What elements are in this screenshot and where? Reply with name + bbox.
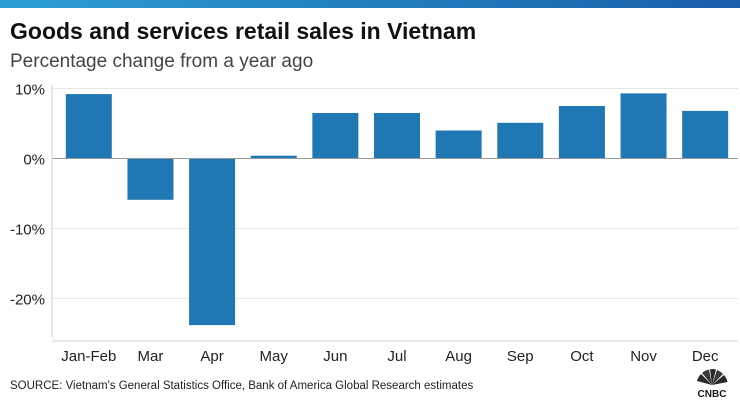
chart-title: Goods and services retail sales in Vietn… bbox=[10, 18, 477, 44]
x-tick-label: Sep bbox=[507, 348, 534, 365]
chart-subtitle: Percentage change from a year ago bbox=[10, 51, 314, 72]
x-tick-label: Dec bbox=[692, 348, 719, 365]
bar bbox=[497, 122, 544, 159]
bar bbox=[620, 93, 667, 159]
bar-chart: 10% 0% -10% -20% Jan-Feb Mar Apr May Jun Jul Aug Se… bbox=[10, 82, 738, 365]
bar bbox=[127, 158, 174, 200]
y-tick-label: -10% bbox=[10, 222, 45, 239]
y-tick-label: 10% bbox=[15, 82, 45, 99]
bar bbox=[435, 130, 482, 159]
cnbc-peacock-logo: CNBC bbox=[697, 369, 728, 398]
bar bbox=[558, 106, 605, 159]
x-tick-label: Apr bbox=[200, 348, 223, 365]
bar bbox=[65, 94, 112, 159]
bar bbox=[374, 113, 420, 159]
y-tick-label: -20% bbox=[10, 292, 45, 309]
x-tick-label: Jul bbox=[387, 348, 406, 365]
logo-text: CNBC bbox=[698, 389, 727, 398]
x-tick-label: Jan-Feb bbox=[61, 348, 116, 365]
y-tick-label: 0% bbox=[23, 152, 45, 169]
x-tick-label: Aug bbox=[445, 348, 472, 365]
bar bbox=[312, 113, 359, 159]
x-tick-label: Mar bbox=[138, 348, 164, 365]
bar bbox=[189, 158, 236, 326]
bar bbox=[250, 155, 297, 159]
bar bbox=[682, 110, 729, 159]
source-note: SOURCE: Vietnam's General Statistics Off… bbox=[10, 380, 474, 392]
x-tick-label: Nov bbox=[630, 348, 657, 365]
x-tick-label: Jun bbox=[323, 348, 347, 365]
brand-top-bar bbox=[0, 0, 740, 8]
x-tick-label: May bbox=[260, 348, 289, 365]
x-tick-label: Oct bbox=[570, 348, 594, 365]
